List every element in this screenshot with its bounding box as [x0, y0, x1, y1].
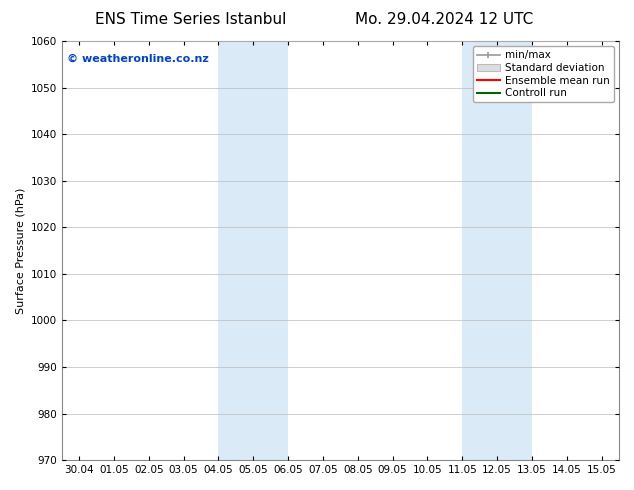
Text: © weatheronline.co.nz: © weatheronline.co.nz [67, 53, 209, 64]
Bar [462, 41, 532, 460]
Text: ENS Time Series Istanbul: ENS Time Series Istanbul [94, 12, 286, 27]
Legend: min/max, Standard deviation, Ensemble mean run, Controll run: min/max, Standard deviation, Ensemble me… [472, 46, 614, 102]
Y-axis label: Surface Pressure (hPa): Surface Pressure (hPa) [15, 187, 25, 314]
Text: Mo. 29.04.2024 12 UTC: Mo. 29.04.2024 12 UTC [354, 12, 533, 27]
Bar [219, 41, 288, 460]
